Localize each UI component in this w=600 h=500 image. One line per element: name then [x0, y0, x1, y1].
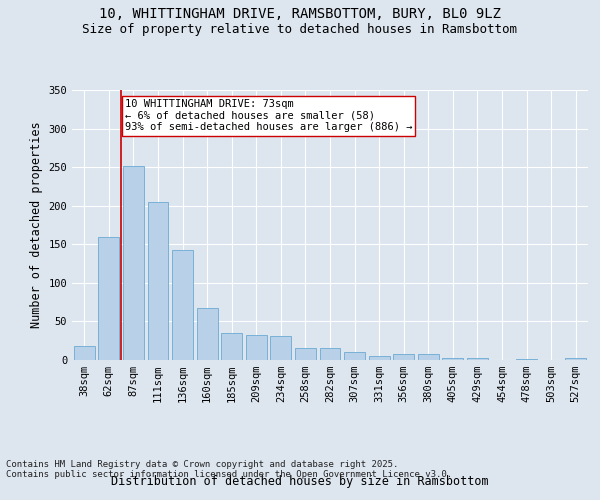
Bar [467, 358, 488, 360]
Bar [320, 348, 340, 360]
Bar [344, 352, 365, 360]
Bar [295, 348, 316, 360]
Bar [418, 354, 439, 360]
Text: Contains public sector information licensed under the Open Government Licence v3: Contains public sector information licen… [6, 470, 452, 479]
Text: Distribution of detached houses by size in Ramsbottom: Distribution of detached houses by size … [111, 474, 489, 488]
Bar [123, 166, 144, 360]
Bar [98, 236, 119, 360]
Bar [74, 346, 95, 360]
Bar [197, 308, 218, 360]
Bar [516, 359, 537, 360]
Bar [393, 354, 414, 360]
Bar [172, 250, 193, 360]
Y-axis label: Number of detached properties: Number of detached properties [30, 122, 43, 328]
Bar [148, 202, 169, 360]
Text: Contains HM Land Registry data © Crown copyright and database right 2025.: Contains HM Land Registry data © Crown c… [6, 460, 398, 469]
Text: 10, WHITTINGHAM DRIVE, RAMSBOTTOM, BURY, BL0 9LZ: 10, WHITTINGHAM DRIVE, RAMSBOTTOM, BURY,… [99, 8, 501, 22]
Text: Size of property relative to detached houses in Ramsbottom: Size of property relative to detached ho… [83, 22, 517, 36]
Bar [442, 358, 463, 360]
Text: 10 WHITTINGHAM DRIVE: 73sqm
← 6% of detached houses are smaller (58)
93% of semi: 10 WHITTINGHAM DRIVE: 73sqm ← 6% of deta… [125, 100, 412, 132]
Bar [368, 356, 389, 360]
Bar [221, 333, 242, 360]
Bar [271, 336, 292, 360]
Bar [246, 336, 267, 360]
Bar [565, 358, 586, 360]
